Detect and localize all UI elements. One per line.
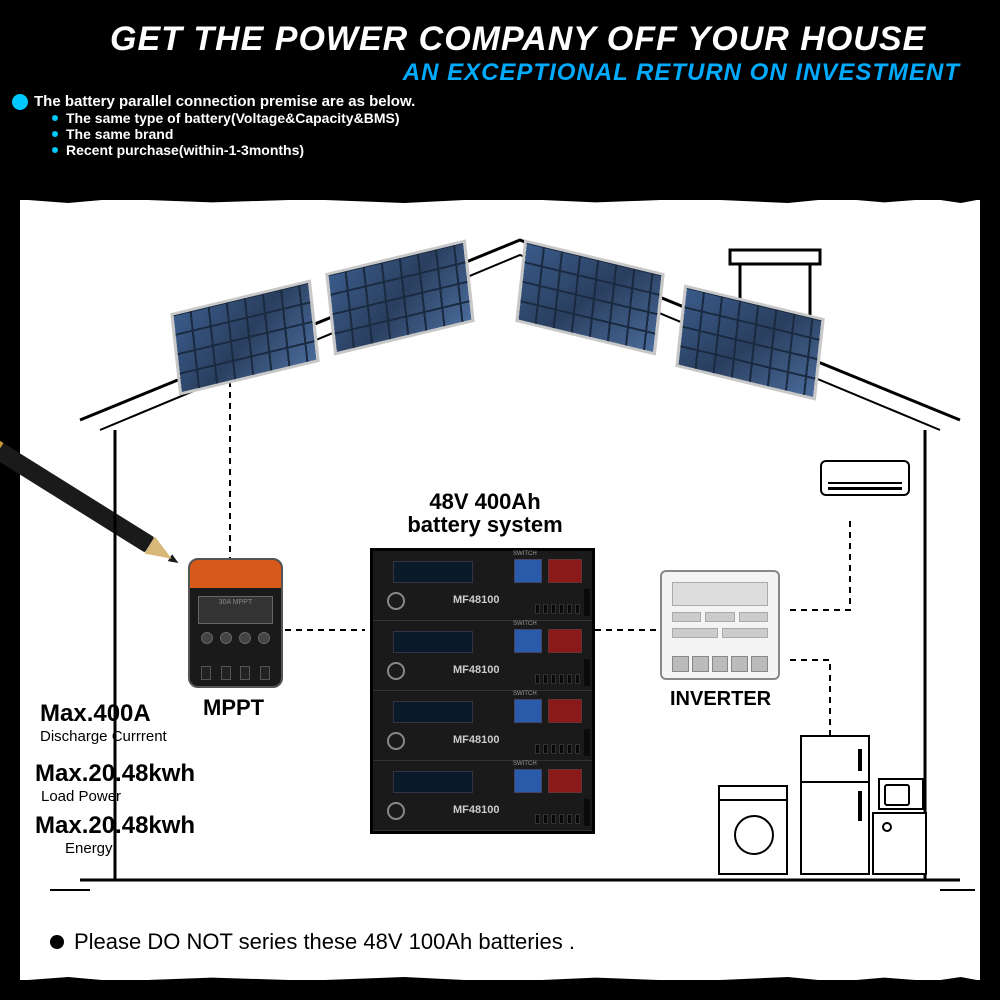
header-block: GET THE POWER COMPANY OFF YOUR HOUSE AN … — [0, 0, 1000, 182]
bullet-list: The same type of battery(Voltage&Capacit… — [12, 110, 1000, 158]
battery-unit: MF48100 — [373, 621, 592, 691]
lead-bullet-icon — [12, 94, 28, 110]
inverter-unit — [660, 570, 780, 680]
headline: GET THE POWER COMPANY OFF YOUR HOUSE — [0, 20, 1000, 59]
battery-unit: MF48100 — [373, 761, 592, 831]
counter — [872, 812, 927, 875]
bullet-dot-icon — [52, 131, 58, 137]
bullet-dot-icon — [52, 147, 58, 153]
bullet-item: The same type of battery(Voltage&Capacit… — [52, 110, 1000, 126]
premise-block: The battery parallel connection premise … — [0, 87, 1000, 172]
footer-note: Please DO NOT series these 48V 100Ah bat… — [50, 929, 575, 955]
washer — [718, 785, 788, 875]
spec-load: Max.20.48kwh Load Power — [35, 760, 195, 805]
spec-discharge: Max.400A Discharge Currrent — [40, 700, 167, 745]
footer-note-text: Please DO NOT series these 48V 100Ah bat… — [74, 929, 575, 955]
battery-unit: MF48100 — [373, 691, 592, 761]
microwave — [878, 778, 924, 810]
mppt-label: MPPT — [203, 695, 264, 721]
footer-bullet-icon — [50, 935, 64, 949]
mppt-controller: 30A MPPT — [188, 558, 283, 688]
inverter-label: INVERTER — [670, 688, 771, 711]
battery-unit: MF48100 — [373, 551, 592, 621]
premise-lead-text: The battery parallel connection premise … — [34, 93, 415, 110]
bullet-item: Recent purchase(within-1-3months) — [52, 142, 1000, 158]
diagram-canvas: 48V 400Ah battery system 30A MPPT MPPT M… — [20, 200, 980, 980]
battery-stack: MF48100 MF48100 MF48100 MF48100 — [370, 548, 595, 834]
bullet-item: The same brand — [52, 126, 1000, 142]
subheadline: AN EXCEPTIONAL RETURN ON INVESTMENT — [0, 59, 1000, 87]
spec-energy: Max.20.48kwh Energy — [35, 812, 195, 857]
fridge — [800, 735, 870, 875]
bullet-dot-icon — [52, 115, 58, 121]
premise-lead: The battery parallel connection premise … — [12, 93, 1000, 110]
battery-system-title: 48V 400Ah battery system — [380, 490, 590, 536]
ac-unit — [820, 460, 910, 496]
